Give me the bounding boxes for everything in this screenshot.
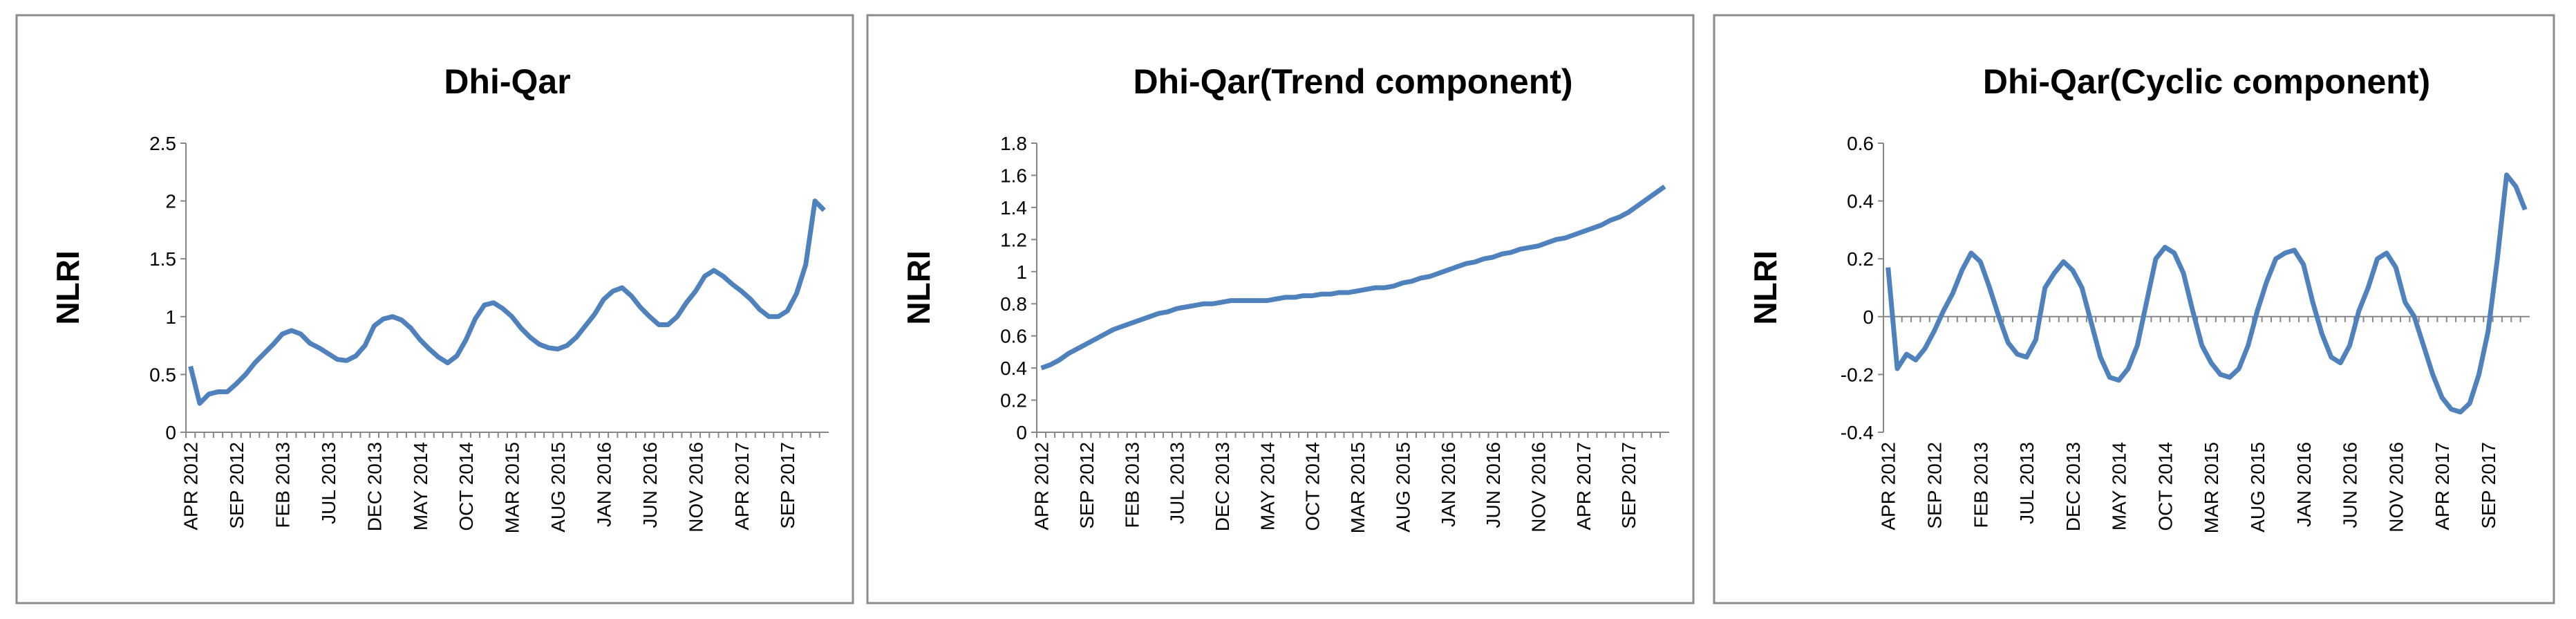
x-tick-label: AUG 2015 (1392, 442, 1413, 533)
y-tick-label: 0.5 (149, 364, 176, 385)
x-tick-label: DEC 2013 (364, 442, 385, 531)
y-tick-label: 0.6 (1847, 133, 1874, 154)
x-tick-label: FEB 2013 (1970, 442, 1991, 528)
x-tick-label: MAY 2014 (410, 442, 431, 530)
data-line (1886, 172, 2528, 415)
x-tick-label: JUL 2013 (318, 442, 339, 524)
y-tick-label: 0.2 (1847, 248, 1874, 270)
x-tick-label: SEP 2012 (1924, 442, 1945, 529)
y-tick-label: 1.2 (1000, 229, 1027, 250)
x-tick-label: OCT 2014 (455, 442, 477, 531)
x-tick-label: OCT 2014 (1302, 442, 1324, 531)
x-tick-label: APR 2017 (2432, 442, 2453, 530)
y-tick-label: 2 (165, 191, 176, 212)
x-tick-label: MAY 2014 (2109, 442, 2130, 530)
x-tick-label: SEP 2012 (226, 442, 247, 529)
x-tick-label: APR 2017 (1573, 442, 1595, 530)
x-tick-label: APR 2017 (731, 442, 753, 530)
x-tick-label: MAR 2015 (502, 442, 523, 533)
x-tick-label: APR 2012 (1878, 442, 1899, 530)
y-tick-label: 1 (165, 306, 176, 328)
y-tick-label: 1.6 (1000, 165, 1027, 186)
x-tick-label: SEP 2017 (2478, 442, 2499, 529)
y-tick-label: 0.8 (1000, 293, 1027, 315)
x-tick-label: JAN 2016 (594, 442, 615, 527)
x-tick-label: SEP 2012 (1076, 442, 1098, 529)
y-tick-label: 0 (165, 422, 176, 443)
x-tick-label: JAN 2016 (2293, 442, 2315, 527)
y-tick-label: 1.8 (1000, 133, 1027, 154)
x-tick-label: AUG 2015 (2247, 442, 2268, 533)
data-line (188, 198, 826, 406)
x-tick-label: SEP 2017 (1618, 442, 1639, 529)
data-line (1040, 184, 1666, 371)
y-tick-label: 0.4 (1847, 191, 1874, 212)
y-tick-label: 0.4 (1000, 358, 1027, 379)
y-tick-label: 0 (1863, 306, 1874, 328)
x-tick-label: APR 2012 (180, 442, 202, 530)
y-axis-label: NLRI (901, 250, 937, 324)
y-tick-label: -0.4 (1841, 422, 1874, 443)
y-tick-label: 2.5 (149, 133, 176, 154)
y-tick-label: 0.6 (1000, 326, 1027, 347)
chart-title: Dhi-Qar(Cyclic component) (1983, 62, 2430, 101)
x-tick-label: FEB 2013 (272, 442, 294, 528)
y-tick-label: 1 (1016, 261, 1027, 283)
x-tick-label: JAN 2016 (1438, 442, 1459, 527)
x-tick-label: NOV 2016 (685, 442, 706, 533)
x-tick-label: NOV 2016 (2385, 442, 2407, 533)
panel-frame (15, 14, 854, 604)
x-tick-label: NOV 2016 (1527, 442, 1549, 533)
x-tick-label: DEC 2013 (2062, 442, 2084, 531)
x-tick-label: JUL 2013 (2016, 442, 2038, 524)
y-tick-label: 0.2 (1000, 390, 1027, 412)
y-tick-label: -0.2 (1841, 364, 1874, 385)
x-tick-label: JUL 2013 (1167, 442, 1188, 524)
y-tick-label: 0 (1016, 422, 1027, 443)
x-tick-label: FEB 2013 (1121, 442, 1143, 528)
chart-title: Dhi-Qar(Trend component) (1133, 62, 1572, 101)
y-axis-label: NLRI (50, 250, 86, 324)
y-tick-label: 1.5 (149, 248, 176, 270)
x-tick-label: APR 2012 (1031, 442, 1053, 530)
x-tick-label: JUN 2016 (1483, 442, 1504, 528)
panel-frame (866, 14, 1695, 604)
y-axis-label: NLRI (1747, 250, 1783, 324)
x-tick-label: SEP 2017 (777, 442, 798, 529)
y-tick-label: 1.4 (1000, 197, 1027, 219)
x-tick-label: JUN 2016 (639, 442, 661, 528)
x-tick-label: AUG 2015 (547, 442, 569, 533)
x-tick-label: MAY 2014 (1257, 442, 1278, 530)
chart-title: Dhi-Qar (444, 62, 570, 101)
x-tick-label: JUN 2016 (2340, 442, 2361, 528)
panel-frame (1713, 14, 2555, 604)
x-tick-label: OCT 2014 (2154, 442, 2176, 531)
x-tick-label: MAR 2015 (2201, 442, 2222, 533)
x-tick-label: DEC 2013 (1212, 442, 1233, 531)
x-tick-label: MAR 2015 (1347, 442, 1369, 533)
